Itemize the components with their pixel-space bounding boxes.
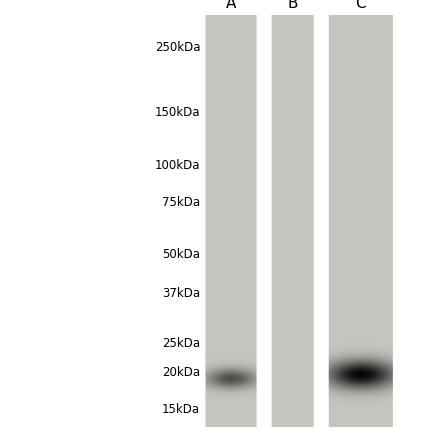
- Text: 25kDa: 25kDa: [162, 337, 200, 350]
- Text: 20kDa: 20kDa: [162, 366, 200, 379]
- Text: 250kDa: 250kDa: [155, 41, 200, 54]
- Text: 150kDa: 150kDa: [155, 106, 200, 120]
- Text: A: A: [226, 0, 236, 11]
- Text: 15kDa: 15kDa: [162, 403, 200, 416]
- Text: 50kDa: 50kDa: [162, 248, 200, 261]
- Text: 37kDa: 37kDa: [162, 287, 200, 299]
- Text: 75kDa: 75kDa: [162, 196, 200, 209]
- Text: B: B: [287, 0, 298, 11]
- Text: C: C: [356, 0, 366, 11]
- Text: 100kDa: 100kDa: [155, 159, 200, 172]
